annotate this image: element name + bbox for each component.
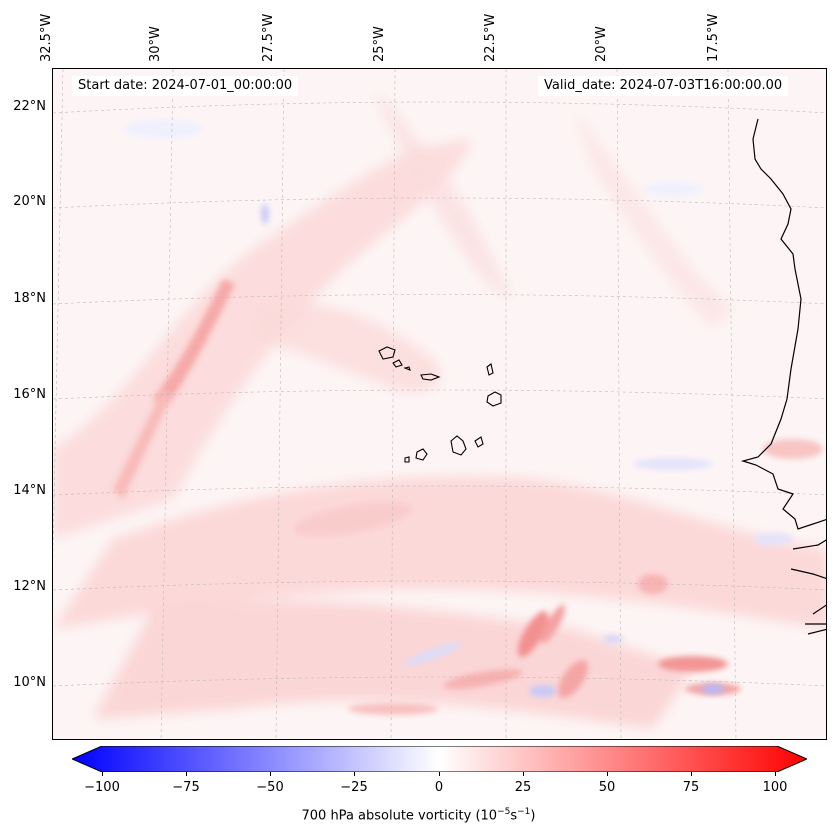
coastline (740, 118, 826, 635)
colorbar-label: 700 hPa absolute vorticity (10−5s−1) (301, 807, 536, 824)
vorticity-field (53, 69, 826, 739)
graticule (53, 69, 826, 739)
colorbar-tickmark (523, 772, 524, 776)
colorbar-tickmark (439, 772, 440, 776)
colorbar-tick-label: 25 (514, 780, 532, 795)
lat-label-14n: 14°N (13, 483, 46, 498)
lon-label-22-5w: 22.5°W (483, 13, 498, 62)
vorticity-map[interactable] (52, 68, 827, 740)
colorbar-tick-label: −25 (340, 780, 368, 795)
colorbar-tickmark (607, 772, 608, 776)
colorbar-tickmark (270, 772, 271, 776)
lat-label-16n: 16°N (13, 387, 46, 402)
colorbar-tickmark (775, 772, 776, 776)
positive-vorticity-bands (53, 89, 826, 729)
lat-label-12n: 12°N (13, 579, 46, 594)
lat-label-18n: 18°N (13, 291, 46, 306)
colorbar-tick-label: 50 (598, 780, 616, 795)
lat-label-20n: 20°N (13, 194, 46, 209)
lon-label-17-5w: 17.5°W (706, 13, 721, 62)
lon-label-25w: 25°W (372, 26, 387, 62)
colorbar-tickmark (102, 772, 103, 776)
colorbar (72, 746, 807, 772)
colorbar-tick-label: −50 (256, 780, 284, 795)
start-date: Start date: 2024-07-01_00:00:00 (72, 76, 299, 96)
lon-label-20w: 20°W (594, 26, 609, 62)
lon-label-27-5w: 27.5°W (261, 13, 276, 62)
lat-label-10n: 10°N (13, 675, 46, 690)
colorbar-tickmark (186, 772, 187, 776)
valid-date: Valid_date: 2024-07-03T16:00:00.00 (538, 76, 789, 96)
strong-positive-streaks (113, 279, 823, 715)
colorbar-tick-label: −100 (84, 780, 120, 795)
colorbar-tick-label: 100 (762, 780, 788, 795)
colorbar-tick-label: 0 (434, 780, 444, 795)
colorbar-tick-label: 75 (682, 780, 700, 795)
colorbar-tick-label: −75 (172, 780, 200, 795)
lat-label-22n: 22°N (13, 99, 46, 114)
colorbar-tickmark (354, 772, 355, 776)
lon-label-32-5w: 32.5°W (39, 13, 54, 62)
colorbar-tickmark (691, 772, 692, 776)
cape-verde-islands (378, 346, 502, 463)
negative-vorticity-patches (123, 119, 793, 697)
lon-label-30w: 30°W (148, 26, 163, 62)
